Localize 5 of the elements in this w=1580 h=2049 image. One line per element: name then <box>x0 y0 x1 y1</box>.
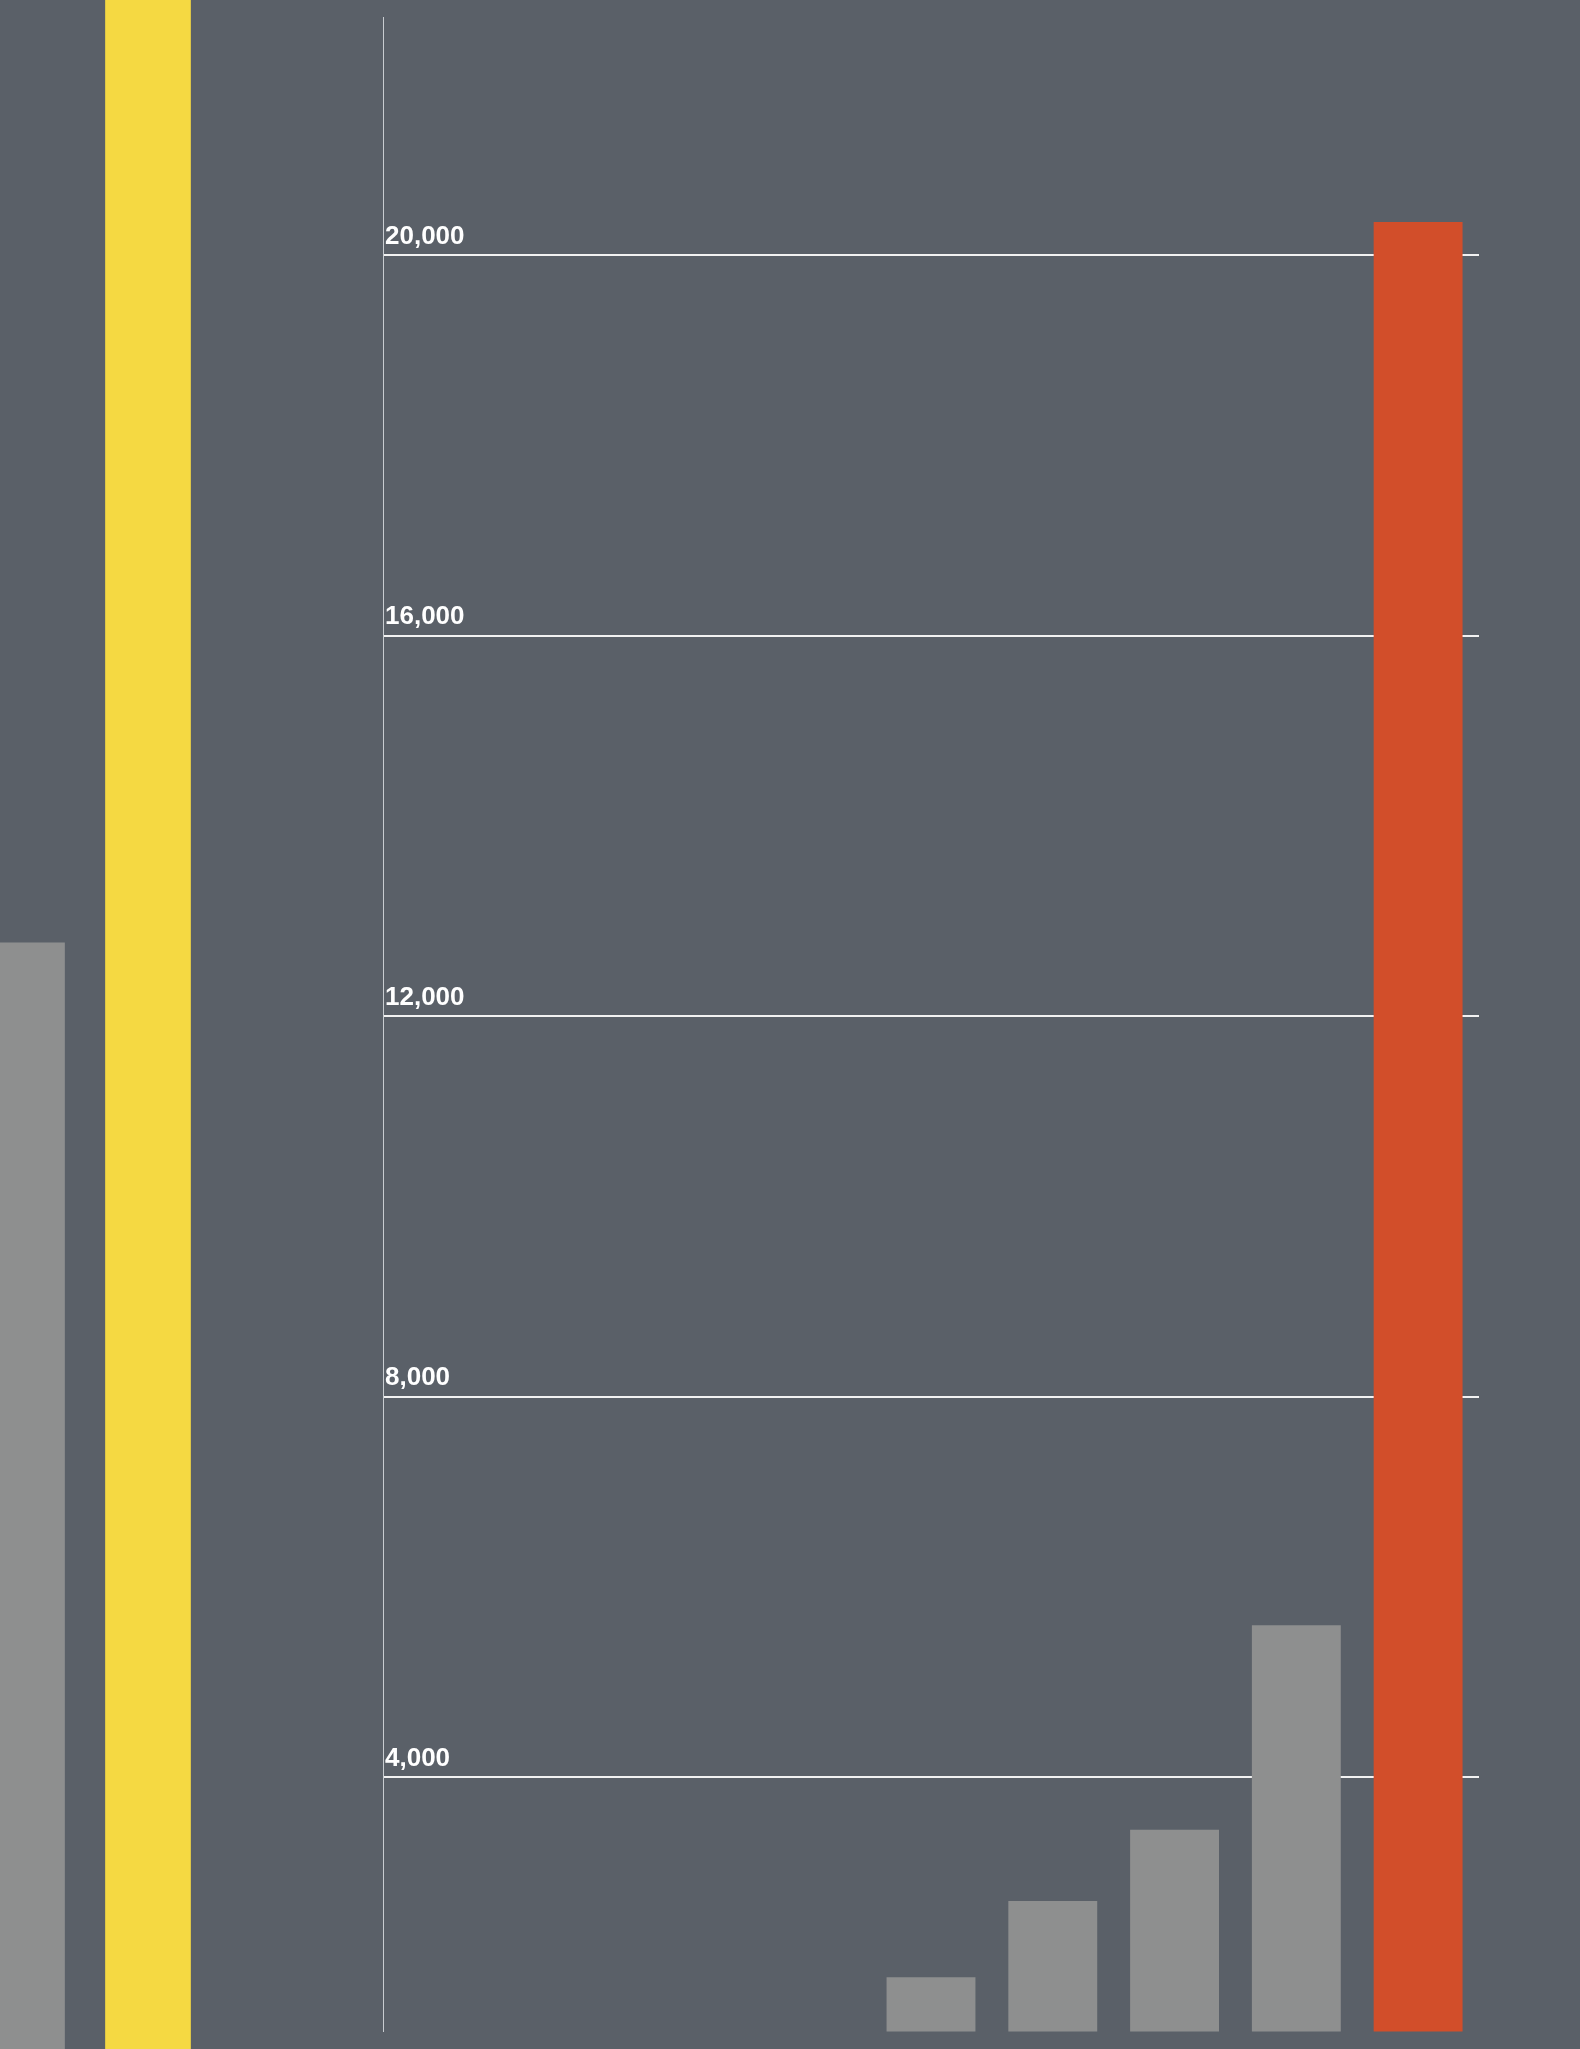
y-tick-label: 20,000 <box>385 219 465 250</box>
y-tick-label: 4,000 <box>385 1741 451 1772</box>
y-tick-label: 12,000 <box>385 980 465 1011</box>
y-tick-label: 8,000 <box>385 1361 451 1392</box>
y-tick-label: 16,000 <box>385 600 465 631</box>
